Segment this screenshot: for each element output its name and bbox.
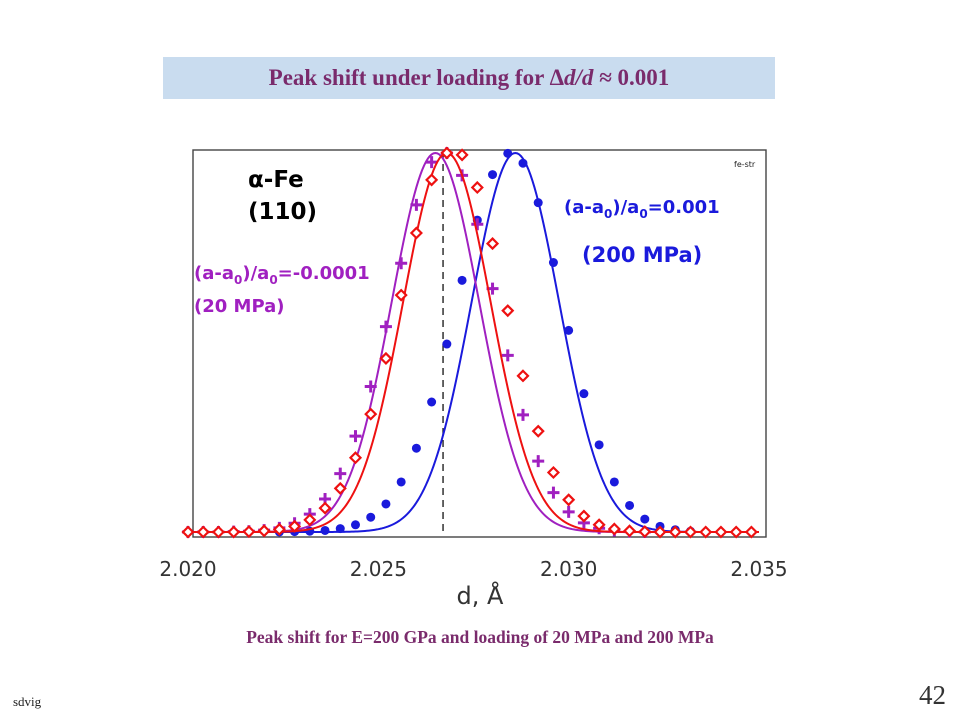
x-tick-label: 2.020	[159, 557, 216, 581]
data-point-plus	[471, 218, 484, 231]
data-point-plus	[516, 408, 529, 421]
figure-caption: Peak shift for E=200 GPa and loading of …	[246, 627, 714, 647]
annotation-purple-stress: (20 MPa)	[194, 296, 285, 317]
data-point-diamond	[257, 524, 271, 538]
data-point-plus	[395, 257, 408, 270]
x-tick-label: 2.035	[730, 557, 787, 581]
data-point-circle	[488, 170, 498, 180]
plot-frame	[192, 149, 767, 538]
data-point-diamond	[455, 148, 469, 162]
data-point-plus	[379, 320, 392, 333]
data-point-circle	[609, 477, 619, 487]
data-point-circle	[548, 258, 558, 268]
data-point-diamond	[318, 501, 332, 515]
data-point-circle	[335, 524, 345, 534]
slide-title: Peak shift under loading for Δd/d ≈ 0.00…	[269, 65, 670, 91]
x-tick-label: 2.025	[350, 557, 407, 581]
slide-title-bar: Peak shift under loading for Δd/d ≈ 0.00…	[163, 57, 775, 99]
data-point-diamond	[227, 525, 241, 539]
data-point-diamond	[531, 424, 545, 438]
data-point-diamond	[181, 525, 195, 539]
data-point-diamond	[699, 525, 713, 539]
data-point-diamond	[668, 525, 682, 539]
data-point-diamond	[653, 525, 667, 539]
data-point-diamond	[364, 407, 378, 421]
data-point-circle	[396, 477, 406, 487]
data-point-circle	[503, 148, 513, 158]
data-point-plus	[562, 505, 575, 518]
data-point-diamond	[303, 513, 317, 527]
data-point-diamond	[562, 493, 576, 507]
data-point-plus	[349, 430, 362, 443]
data-point-circle	[350, 520, 360, 530]
series-layer	[181, 146, 759, 539]
data-point-circle	[640, 514, 650, 524]
data-point-diamond	[470, 180, 484, 195]
series-diamond	[181, 146, 759, 539]
footer-label: sdvig	[13, 694, 42, 709]
data-point-diamond	[348, 451, 363, 465]
data-point-diamond	[440, 146, 454, 160]
peak-shift-chart: fe-str α-Fe (110) (a-a0)/a0=-0.0001 (20 …	[159, 146, 788, 610]
data-point-diamond	[501, 304, 515, 318]
data-point-circle	[366, 512, 376, 522]
data-point-circle	[411, 443, 421, 453]
data-point-diamond	[272, 522, 286, 536]
data-point-circle	[518, 158, 528, 168]
data-point-diamond	[592, 518, 606, 532]
data-point-circle	[381, 499, 391, 509]
data-point-circle	[442, 339, 452, 349]
data-point-diamond	[577, 509, 591, 523]
data-point-circle	[427, 397, 437, 407]
data-point-circle	[594, 440, 604, 450]
annotation-110: (110)	[248, 199, 317, 225]
data-point-circle	[320, 525, 330, 535]
data-point-diamond	[196, 525, 210, 539]
annotation-alpha-fe: α-Fe	[248, 167, 304, 193]
data-point-diamond	[744, 525, 758, 539]
data-point-diamond	[729, 525, 743, 539]
data-point-diamond	[425, 173, 439, 187]
data-point-plus	[425, 156, 438, 169]
data-point-diamond	[623, 524, 637, 538]
data-point-circle	[579, 389, 589, 399]
data-point-diamond	[485, 237, 500, 251]
annotation-blue-stress: (200 MPa)	[582, 243, 702, 267]
data-point-diamond	[516, 369, 530, 383]
data-point-plus	[334, 467, 347, 480]
data-point-diamond	[683, 525, 698, 539]
data-point-diamond	[242, 525, 256, 539]
slide-title-delta: Δ	[549, 65, 565, 90]
x-axis-label: d, Å	[457, 581, 504, 610]
x-axis-ticks: 2.020 2.025 2.030 2.035	[159, 557, 787, 581]
data-point-circle	[564, 325, 574, 335]
data-point-diamond	[607, 522, 621, 536]
corner-label: fe-str	[734, 160, 756, 169]
x-tick-label: 2.030	[540, 557, 597, 581]
data-point-circle	[625, 500, 635, 510]
page-number: 42	[919, 680, 946, 710]
slide-title-suffix: ≈ 0.001	[593, 65, 670, 90]
data-point-diamond	[333, 481, 347, 495]
data-point-diamond	[288, 519, 302, 533]
data-point-diamond	[409, 226, 423, 240]
data-point-plus	[532, 455, 545, 468]
slide-title-prefix: Peak shift under loading for	[268, 65, 550, 90]
data-point-diamond	[714, 525, 728, 539]
data-point-plus	[364, 380, 377, 393]
data-point-diamond	[546, 465, 560, 480]
data-point-diamond	[638, 525, 652, 539]
data-point-diamond	[394, 288, 408, 302]
data-point-plus	[410, 198, 423, 211]
data-point-diamond	[379, 351, 393, 365]
data-point-circle	[457, 275, 467, 285]
slide-title-italic: d/d	[564, 65, 594, 90]
data-point-circle	[533, 198, 543, 208]
annotation-blue-strain: (a-a0)/a0=0.001	[564, 197, 720, 221]
data-point-plus	[501, 349, 514, 362]
data-point-diamond	[211, 525, 226, 539]
data-point-plus	[547, 486, 560, 499]
annotation-purple-strain: (a-a0)/a0=-0.0001	[194, 263, 370, 287]
